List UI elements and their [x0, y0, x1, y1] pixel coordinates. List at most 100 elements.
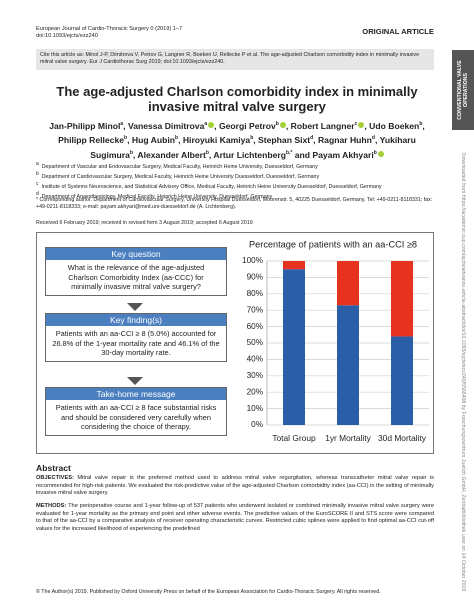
orcid-icon — [358, 121, 365, 128]
flow-arrow — [127, 377, 143, 385]
chart: Percentage of patients with an aa-CCI ≥8… — [242, 239, 429, 443]
bar-segment — [337, 305, 359, 425]
author-affiliation: a — [120, 121, 124, 127]
x-tick-label: 1yr Mortality — [325, 433, 371, 443]
flow-box: Key question What is the relevance of the… — [45, 247, 227, 296]
author-name: Yukiharu Sugimura — [90, 135, 416, 160]
abstract-label: OBJECTIVES: — [36, 475, 74, 481]
bar-segment — [283, 269, 305, 425]
abstract-heading: Abstract — [36, 463, 71, 473]
author-name: Stephan Sixt — [258, 135, 311, 146]
author: Georgi Petrovb — [219, 121, 286, 131]
affiliation-mark: b — [36, 170, 39, 177]
affiliation: d Department of Anaesthesiology, Medical… — [36, 191, 434, 201]
author-name: Robert Langner — [290, 120, 355, 131]
affiliation-mark: d — [36, 190, 39, 197]
received-dates: Received 6 February 2019; received in re… — [36, 220, 253, 226]
author-affiliation: b,* — [285, 149, 293, 156]
article-title: The age-adjusted Charlson comorbidity in… — [56, 84, 418, 114]
author-affiliation: d — [310, 135, 314, 142]
flow-box: Take-home message Patients with an aa-CCI… — [45, 387, 227, 436]
y-tick-label: 40% — [247, 355, 263, 364]
abstract-label: METHODS: — [36, 503, 67, 509]
graphical-abstract: Key question What is the relevance of the… — [36, 232, 434, 454]
chart-title: Percentage of patients with an aa-CCI ≥8 — [249, 239, 417, 249]
affiliations: a Department of Vascular and Endovascula… — [36, 161, 434, 201]
y-tick-label: 80% — [247, 289, 263, 298]
author: Jan-Philipp Minola — [49, 121, 123, 131]
abstract-section: METHODS: The perioperative course and 1-… — [36, 503, 434, 533]
y-tick-label: 60% — [247, 322, 263, 331]
doi: doi:10.1093/ejcts/ezz240 — [36, 33, 98, 39]
author-affiliation: b — [250, 135, 254, 142]
bar-segment — [337, 261, 359, 306]
orcid-icon — [279, 121, 286, 128]
watermark: Downloaded from https://academic.oup.com… — [460, 152, 466, 592]
side-tab: CONVENTIONAL VALVE OPERATIONS — [452, 50, 474, 130]
author-affiliation: b — [124, 135, 128, 142]
author-affiliation: a — [204, 121, 208, 127]
flow-arrow — [127, 303, 143, 311]
y-tick-label: 100% — [242, 256, 263, 265]
flow-text: What is the relevance of the age-adjuste… — [67, 263, 205, 292]
bar-segment — [391, 336, 413, 425]
abstract-text: Mitral valve repair is the preferred met… — [36, 475, 434, 496]
y-tick-label: 30% — [247, 371, 263, 380]
author-affiliation: b — [129, 149, 133, 156]
author-name: Philipp Rellecke — [58, 135, 125, 146]
y-tick-label: 70% — [247, 305, 263, 314]
author: Ragnar Huhnd — [318, 135, 375, 145]
flow-heading: Take-home message — [46, 388, 226, 400]
x-tick-label: 30d Mortality — [378, 433, 427, 443]
author-name: Hug Aubin — [131, 135, 175, 146]
y-tick-label: 10% — [247, 404, 263, 413]
citation-box: Cite this article as: Minol J-P, Dimitro… — [36, 49, 434, 70]
affiliation-mark: c — [36, 180, 39, 187]
affiliation-text: Department of Vascular and Endovascular … — [41, 163, 318, 170]
copyright: © The Author(s) 2019. Published by Oxfor… — [36, 589, 381, 595]
author: Hug Aubinb — [132, 135, 178, 145]
abstract-text: The perioperative course and 1-year foll… — [36, 503, 434, 532]
author: Hiroyuki Kamiyab — [183, 135, 253, 145]
author: Payam Akhyarib — [312, 149, 384, 160]
author-affiliation: b — [175, 135, 179, 142]
y-tick-label: 90% — [247, 273, 263, 282]
flow-text: Patients with an aa-CCI ≥ 8 face substan… — [55, 403, 217, 432]
orcid-icon — [377, 150, 384, 157]
author: Stephan Sixtd — [258, 135, 313, 145]
y-tick-label: 50% — [247, 338, 263, 347]
author-name: Payam Akhyari — [312, 149, 374, 160]
author-name: Vanessa Dimitrova — [127, 120, 205, 131]
affiliation-text: Institute of Systems Neuroscience, and S… — [41, 183, 382, 190]
author-name: Udo Boeken — [369, 120, 420, 131]
author: Robert Langnerc — [291, 121, 365, 131]
author-name: Hiroyuki Kamiya — [182, 135, 251, 146]
author-name: Artur Lichtenberg — [213, 149, 286, 160]
author: Artur Lichtenbergb,* — [213, 150, 292, 160]
author-list: Jan-Philipp Minola, Vanessa Dimitrovaa, … — [49, 120, 425, 160]
affiliation-text: Department of Anaesthesiology, Medical F… — [41, 193, 273, 200]
affiliation: a Department of Vascular and Endovascula… — [36, 161, 434, 171]
affiliation-text: Department of Cardiovascular Surgery, Me… — [41, 173, 320, 180]
author: Udo Boekenb — [369, 121, 422, 131]
author-name: Alexander Albert — [137, 149, 206, 160]
author-affiliation: d — [371, 135, 375, 142]
author: Philipp Relleckeb — [58, 135, 127, 145]
author-name: Ragnar Huhn — [317, 135, 372, 146]
flow-box: Key finding(s) Patients with an aa-CCI ≥ … — [45, 313, 227, 362]
flow-text: Patients with an aa-CCI ≥ 8 (5.0%) accou… — [52, 329, 220, 358]
author-name: Georgi Petrov — [218, 120, 276, 131]
flow-heading: Key question — [46, 248, 226, 260]
bar-segment — [283, 261, 305, 270]
y-tick-label: 0% — [251, 420, 263, 429]
author-affiliation: c — [354, 121, 358, 127]
author-affiliation: b — [275, 121, 279, 127]
corresponding-author: * Corresponding author. Department of Ca… — [36, 197, 433, 211]
author-affiliation: b — [205, 149, 209, 156]
author-affiliation: b — [419, 121, 423, 127]
author: Vanessa Dimitrovaa — [127, 120, 215, 131]
abstract-section: OBJECTIVES: Mitral valve repair is the p… — [36, 475, 434, 498]
journal: European Journal of Cardio-Thoracic Surg… — [36, 26, 183, 32]
flow-heading: Key finding(s) — [46, 314, 226, 326]
